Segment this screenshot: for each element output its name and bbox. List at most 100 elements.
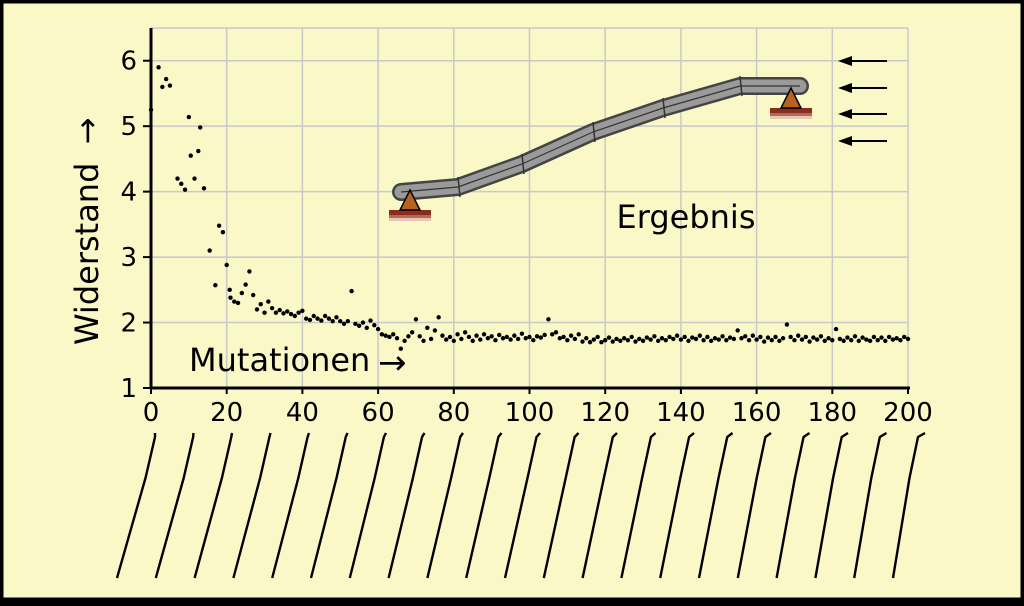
data-point: [349, 288, 354, 294]
data-point: [198, 125, 203, 130]
mutation-shape: [736, 432, 772, 579]
data-point: [902, 334, 907, 340]
data-point: [875, 338, 880, 343]
data-point: [603, 338, 608, 343]
data-point: [213, 283, 218, 288]
support-ground: [389, 210, 431, 215]
load-arrow-head: [838, 56, 852, 66]
data-point: [243, 282, 248, 287]
data-point: [697, 333, 703, 338]
data-point: [368, 318, 373, 323]
x-tick-label: 80: [437, 398, 470, 428]
data-point: [735, 328, 740, 333]
mutation-shape: [271, 432, 311, 579]
y-tick-label: 1: [120, 374, 137, 404]
data-point: [179, 181, 184, 186]
load-arrows: [838, 56, 887, 146]
data-point: [353, 321, 358, 327]
mutation-shape: [348, 432, 388, 579]
data-point: [769, 338, 774, 343]
mutation-shape: [309, 432, 349, 579]
data-point: [232, 299, 237, 304]
data-point: [845, 335, 850, 340]
data-point: [761, 339, 767, 344]
x-axis-label: Mutationen →: [189, 341, 407, 383]
beam-centerline: [400, 85, 800, 193]
data-point: [455, 332, 460, 337]
y-axis-title: Widerstand →: [68, 118, 106, 345]
data-point: [671, 336, 676, 342]
data-point: [886, 334, 892, 340]
data-point: [387, 334, 392, 340]
axes: [143, 28, 910, 394]
data-point: [799, 337, 805, 342]
data-point: [432, 328, 438, 333]
data-point: [561, 334, 566, 340]
data-point: [637, 336, 642, 342]
beam-joint: [457, 176, 461, 198]
annotation-label: Ergebnis: [617, 198, 756, 236]
data-point: [277, 307, 282, 313]
data-point: [614, 336, 619, 342]
data-point: [379, 332, 385, 337]
data-point: [478, 337, 483, 342]
data-point: [595, 334, 600, 340]
x-axis-title: Mutationen: [189, 341, 370, 379]
data-point: [247, 269, 252, 274]
data-point: [849, 338, 854, 343]
data-point: [188, 153, 193, 158]
data-point: [531, 338, 536, 343]
data-point: [167, 83, 173, 88]
data-point: [905, 336, 911, 342]
data-point: [451, 338, 456, 344]
data-point: [550, 332, 555, 337]
data-point: [224, 262, 229, 268]
x-tick-label: 180: [807, 398, 857, 428]
support-ground-shade: [389, 215, 431, 218]
data-point: [712, 336, 718, 341]
y-tick-label: 4: [120, 178, 137, 208]
mutation-shape: [814, 431, 849, 579]
y-tick-label: 2: [120, 309, 137, 339]
data-point: [807, 339, 812, 344]
data-point: [754, 337, 759, 342]
mutation-shape: [115, 433, 157, 579]
data-point: [871, 334, 877, 340]
data-point: [447, 334, 453, 340]
mutation-shape: [193, 432, 234, 579]
data-point: [175, 176, 180, 181]
data-point: [705, 334, 710, 340]
data-point: [655, 338, 661, 344]
mutation-shape: [542, 432, 580, 579]
grid-lines: [151, 27, 909, 388]
data-point: [674, 333, 680, 338]
data-point: [750, 333, 756, 338]
x-tick-label: 20: [210, 398, 243, 428]
data-point: [644, 335, 650, 340]
data-point: [319, 318, 324, 323]
data-point: [792, 338, 797, 343]
data-point: [811, 335, 816, 340]
y-tick-label: 3: [120, 243, 137, 273]
data-point: [621, 336, 627, 341]
data-point: [523, 336, 528, 341]
mutation-shape: [620, 432, 657, 579]
data-point: [489, 334, 494, 339]
data-point: [599, 339, 604, 345]
mutation-shape: [503, 432, 541, 579]
data-point: [743, 334, 748, 339]
data-point: [788, 334, 793, 340]
data-point: [546, 317, 551, 322]
data-point: [701, 338, 706, 343]
x-tick-label: 100: [505, 398, 555, 428]
data-point: [629, 334, 634, 340]
data-point: [228, 295, 233, 300]
data-point: [192, 176, 197, 181]
data-point: [758, 334, 763, 340]
data-point: [196, 148, 201, 154]
load-arrow-head: [838, 83, 852, 93]
data-point: [330, 319, 335, 324]
data-point: [497, 332, 502, 338]
data-point: [322, 313, 328, 319]
